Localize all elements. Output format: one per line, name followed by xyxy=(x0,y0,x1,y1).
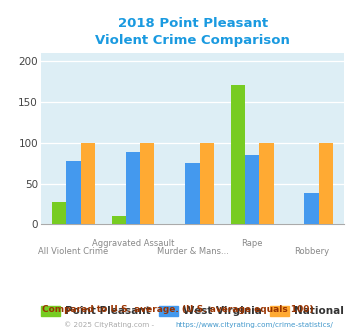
Text: © 2025 CityRating.com -: © 2025 CityRating.com - xyxy=(64,322,156,328)
Bar xyxy=(185,163,200,224)
Bar xyxy=(52,202,66,224)
Bar xyxy=(305,193,319,224)
Text: Compared to U.S. average. (U.S. average equals 100): Compared to U.S. average. (U.S. average … xyxy=(42,305,313,314)
Bar xyxy=(112,216,126,224)
Bar xyxy=(231,85,245,224)
Bar xyxy=(126,152,140,224)
Text: Aggravated Assault: Aggravated Assault xyxy=(92,239,174,248)
Bar xyxy=(200,143,214,224)
Text: Murder & Mans...: Murder & Mans... xyxy=(157,247,229,256)
Bar xyxy=(140,143,154,224)
Title: 2018 Point Pleasant
Violent Crime Comparison: 2018 Point Pleasant Violent Crime Compar… xyxy=(95,17,290,48)
Text: Robbery: Robbery xyxy=(294,247,329,256)
Text: Rape: Rape xyxy=(241,239,263,248)
Legend: Point Pleasant, West Virginia, National: Point Pleasant, West Virginia, National xyxy=(37,302,348,320)
Text: All Violent Crime: All Violent Crime xyxy=(38,247,109,256)
Bar xyxy=(259,143,274,224)
Bar xyxy=(319,143,333,224)
Bar xyxy=(245,155,259,224)
Text: https://www.cityrating.com/crime-statistics/: https://www.cityrating.com/crime-statist… xyxy=(176,322,334,328)
Bar xyxy=(81,143,95,224)
Bar xyxy=(66,161,81,224)
